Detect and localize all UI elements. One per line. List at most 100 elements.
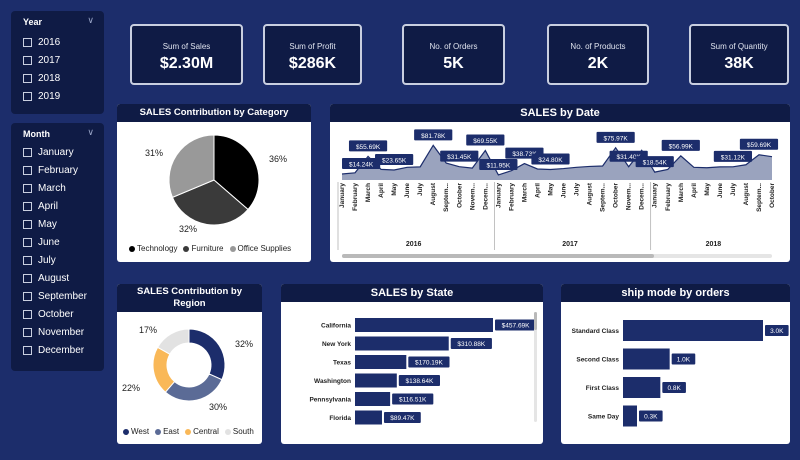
pct-label: 36%	[269, 154, 288, 164]
category-chart[interactable]: SALES Contribution by Category 36% 32% 3…	[117, 104, 311, 262]
checkbox[interactable]	[23, 201, 32, 211]
state-chart[interactable]: SALES by State California $457.69K New Yor…	[281, 284, 543, 444]
legend-item[interactable]: Office Supplies	[229, 244, 291, 253]
bar[interactable]	[355, 410, 382, 425]
checkbox[interactable]	[23, 309, 32, 319]
bar[interactable]	[355, 373, 397, 388]
date-chart[interactable]: SALES by Date $14.24K $55.69K $23.65K $81.7…	[330, 104, 790, 262]
month-option[interactable]: April	[23, 197, 87, 215]
data-label: 0.3K	[644, 414, 658, 421]
month-tick-label: February	[352, 183, 359, 211]
pie-slice[interactable]	[213, 134, 260, 211]
bar[interactable]	[623, 348, 670, 370]
legend-item[interactable]: Furniture	[183, 244, 224, 253]
pie-slice[interactable]	[156, 328, 190, 355]
checkbox[interactable]	[23, 237, 32, 247]
ship-chart[interactable]: ship mode by orders Standard Class 3.0K Se…	[561, 284, 790, 444]
legend-item[interactable]: Technology	[129, 244, 177, 253]
pie-slice[interactable]	[152, 346, 176, 393]
month-option[interactable]: December	[23, 341, 87, 359]
month-option[interactable]: March	[23, 179, 87, 197]
checkbox[interactable]	[23, 165, 32, 175]
month-option[interactable]: August	[23, 269, 87, 287]
year-option[interactable]: 2019	[23, 87, 60, 105]
kpi-label: No. of Products	[570, 42, 626, 51]
bar[interactable]	[623, 405, 637, 427]
data-callout: $23.65K	[382, 157, 407, 164]
bar[interactable]	[623, 377, 661, 398]
year-tick-label: 2018	[706, 241, 722, 248]
scrollbar-thumb[interactable]	[342, 254, 654, 258]
checkbox[interactable]	[23, 73, 32, 83]
region-chart[interactable]: SALES Contribution by Region 32% 30% 22%…	[117, 284, 262, 444]
data-callout: $38.73K	[512, 151, 537, 158]
scrollbar-thumb[interactable]	[534, 312, 537, 330]
year-option-label: 2017	[38, 54, 61, 66]
checkbox[interactable]	[23, 147, 32, 157]
legend-item[interactable]: East	[155, 427, 179, 436]
month-tick-label: Novem...	[469, 183, 476, 210]
data-label: $116.51K	[399, 397, 427, 404]
state-bar-plot: California $457.69K New York $310.88K Texas $…	[309, 312, 537, 425]
chevron-down-icon[interactable]: ∨	[87, 15, 94, 25]
bar[interactable]	[355, 355, 407, 369]
month-tick-label: June	[561, 183, 568, 199]
year-option[interactable]: 2018	[23, 69, 60, 87]
data-label-box	[408, 356, 450, 368]
month-option-label: December	[38, 344, 85, 356]
checkbox[interactable]	[23, 327, 32, 337]
year-option[interactable]: 2017	[23, 51, 60, 69]
month-option[interactable]: February	[23, 161, 87, 179]
checkbox[interactable]	[23, 91, 32, 101]
scrollbar-track[interactable]	[534, 312, 537, 422]
data-callout-box	[531, 153, 570, 165]
area-line	[341, 144, 773, 176]
legend-item[interactable]: Central	[185, 427, 219, 436]
legend-item[interactable]: West	[123, 427, 149, 436]
checkbox[interactable]	[23, 37, 32, 47]
month-option[interactable]: September	[23, 287, 87, 305]
bar[interactable]	[355, 392, 391, 406]
kpi-value: 5K	[443, 55, 464, 72]
checkbox[interactable]	[23, 219, 32, 229]
pct-label: 32%	[179, 224, 198, 234]
month-option[interactable]: October	[23, 305, 87, 323]
pie-slice[interactable]	[164, 373, 223, 402]
month-tick-label: October	[456, 183, 463, 208]
bar[interactable]	[355, 318, 493, 332]
checkbox[interactable]	[23, 255, 32, 265]
legend-item[interactable]: South	[224, 427, 254, 436]
month-option[interactable]: June	[23, 233, 87, 251]
checkbox[interactable]	[23, 273, 32, 283]
category-label: Same Day	[588, 414, 619, 421]
checkbox[interactable]	[23, 55, 32, 65]
month-tick-label: Decem...	[482, 183, 489, 210]
month-option[interactable]: January	[23, 143, 87, 161]
chevron-down-icon[interactable]: ∨	[87, 127, 94, 137]
checkbox[interactable]	[23, 345, 32, 355]
year-option[interactable]: 2016	[23, 33, 60, 51]
checkbox[interactable]	[23, 183, 32, 193]
month-option[interactable]: July	[23, 251, 87, 269]
bar[interactable]	[355, 336, 449, 351]
data-label: 3.0K	[770, 328, 784, 335]
month-slicer: Month ∨ January February March April May June…	[11, 123, 104, 371]
checkbox[interactable]	[23, 291, 32, 301]
chart-title: SALES Contribution by Category	[117, 104, 311, 122]
pie-slice[interactable]	[188, 328, 226, 381]
month-tick-label: Septem...	[600, 183, 607, 212]
pie-slice[interactable]	[168, 134, 215, 199]
month-tick-label: August	[430, 182, 437, 205]
data-callout-box	[713, 150, 753, 162]
month-tick-label: January	[339, 183, 346, 208]
data-callout: $11.95K	[486, 162, 510, 169]
pct-label: 30%	[209, 402, 228, 412]
month-option[interactable]: May	[23, 215, 87, 233]
legend-label: West	[131, 427, 150, 436]
data-label: $170.19K	[415, 360, 443, 367]
pie-slice[interactable]	[171, 179, 249, 226]
data-label-box	[450, 338, 492, 349]
month-option-label: March	[38, 182, 66, 194]
bar[interactable]	[623, 320, 763, 341]
month-option[interactable]: November	[23, 323, 87, 341]
